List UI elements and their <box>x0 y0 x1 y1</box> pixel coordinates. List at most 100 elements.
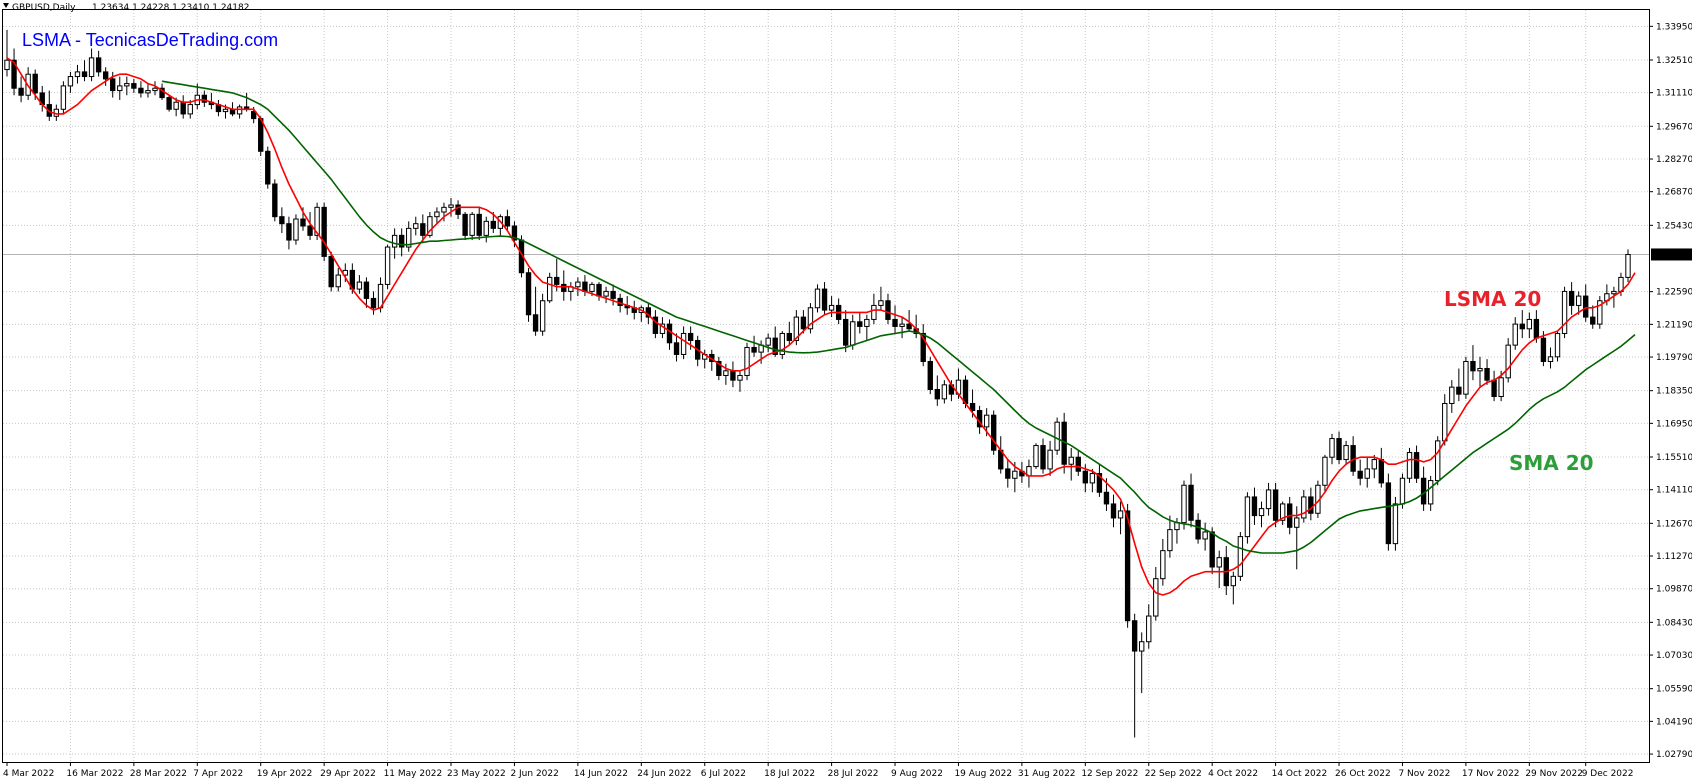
candle <box>751 335 757 357</box>
candles <box>4 29 1631 738</box>
candle-body <box>941 384 948 400</box>
candle <box>1040 438 1046 474</box>
candle-body <box>1294 517 1300 528</box>
x-tick-label: 19 Aug 2022 <box>954 769 1012 779</box>
x-tick-label: 7 Apr 2022 <box>193 769 243 779</box>
candle-body <box>335 274 341 288</box>
y-tick-label: 1.08430 <box>1656 618 1692 628</box>
candle-body <box>406 227 412 248</box>
lsma-label: LSMA 20 <box>1444 287 1541 311</box>
x-tick-label: 16 Mar 2022 <box>66 769 123 779</box>
candle-body <box>1258 508 1265 517</box>
candle <box>1512 317 1518 350</box>
candle <box>878 286 884 311</box>
candle-body <box>723 370 729 376</box>
candle <box>1625 249 1631 283</box>
x-tick-label: 28 Mar 2022 <box>130 769 187 779</box>
candle-body <box>391 234 398 248</box>
candle-body <box>680 332 687 355</box>
candle <box>1160 538 1166 586</box>
candle <box>1139 632 1145 694</box>
candle-body <box>1160 550 1166 580</box>
candle <box>1547 347 1554 369</box>
candle-body <box>286 223 292 241</box>
candle <box>1561 286 1568 339</box>
y-tick-label: 1.25430 <box>1656 221 1692 231</box>
time-axis[interactable]: 4 Mar 2022 16 Mar 2022 28 Mar 2022 7 Apr 20… <box>3 762 1633 779</box>
candle <box>469 212 475 241</box>
y-tick-label: 1.31110 <box>1656 89 1692 99</box>
candle <box>807 303 814 334</box>
candle-body <box>1498 377 1504 398</box>
candle-body <box>1153 578 1159 617</box>
candle-body <box>1146 615 1152 643</box>
candle-body <box>1533 318 1540 339</box>
candle-body <box>1505 344 1511 379</box>
candle-body <box>258 118 264 152</box>
candle-body <box>448 204 454 208</box>
candle-body <box>1272 489 1279 521</box>
candle-body <box>88 57 95 78</box>
candle-body <box>793 316 800 341</box>
candle-body <box>737 374 743 381</box>
candle-body <box>885 300 891 320</box>
candle <box>941 380 948 404</box>
candle-body <box>469 213 475 236</box>
candle <box>1167 515 1173 558</box>
candle-body <box>370 297 377 309</box>
candle <box>187 99 193 119</box>
candle-body <box>1470 360 1476 372</box>
y-tick-label: 1.21190 <box>1656 320 1692 330</box>
candle <box>476 207 482 241</box>
candle-body <box>307 225 313 236</box>
candle-body <box>455 204 461 215</box>
candle-body <box>236 106 243 115</box>
candle-body <box>920 332 926 362</box>
candle <box>448 198 454 217</box>
candle-body <box>589 283 595 292</box>
candle-body <box>95 57 102 73</box>
candle-body <box>899 323 905 327</box>
candle-body <box>1568 290 1575 306</box>
candle-body <box>1188 484 1194 521</box>
sma-label: SMA 20 <box>1509 451 1594 475</box>
candle <box>420 214 426 243</box>
candle <box>441 202 447 222</box>
y-tick-label: 1.07030 <box>1656 651 1692 661</box>
candle-body <box>293 218 299 241</box>
candle-body <box>1364 468 1370 479</box>
candle-body <box>1110 503 1117 519</box>
candle <box>786 321 792 346</box>
candle-body <box>843 318 849 346</box>
candle-body <box>117 85 123 92</box>
candle-body <box>596 283 602 297</box>
candle <box>356 275 363 294</box>
indicator-lines <box>6 57 1636 596</box>
candle <box>934 375 940 406</box>
candle <box>857 312 863 334</box>
price-axis[interactable]: 1.33950 1.32510 1.31110 1.29670 1.28270 1.268… <box>1649 22 1692 760</box>
candle-body <box>138 87 144 94</box>
candle <box>920 324 926 367</box>
candle <box>279 207 285 234</box>
candle <box>610 284 616 306</box>
candle <box>74 64 81 84</box>
y-tick-label: 1.12670 <box>1656 519 1692 529</box>
candle-body <box>962 379 969 405</box>
candle-body <box>1033 445 1039 468</box>
x-tick-label: 23 May 2022 <box>447 769 506 779</box>
candle-body <box>145 90 151 94</box>
chevron-down-icon[interactable] <box>3 3 9 8</box>
candle-body <box>546 276 553 302</box>
x-tick-label: 18 Jul 2022 <box>764 769 815 779</box>
y-tick-label: 1.15510 <box>1656 453 1692 463</box>
candle <box>236 104 243 119</box>
candle-body <box>363 281 370 299</box>
candle-body <box>1357 470 1363 479</box>
candle <box>88 48 95 82</box>
candle <box>575 277 581 297</box>
candle-body <box>1512 323 1518 346</box>
candle-body <box>1449 386 1455 405</box>
